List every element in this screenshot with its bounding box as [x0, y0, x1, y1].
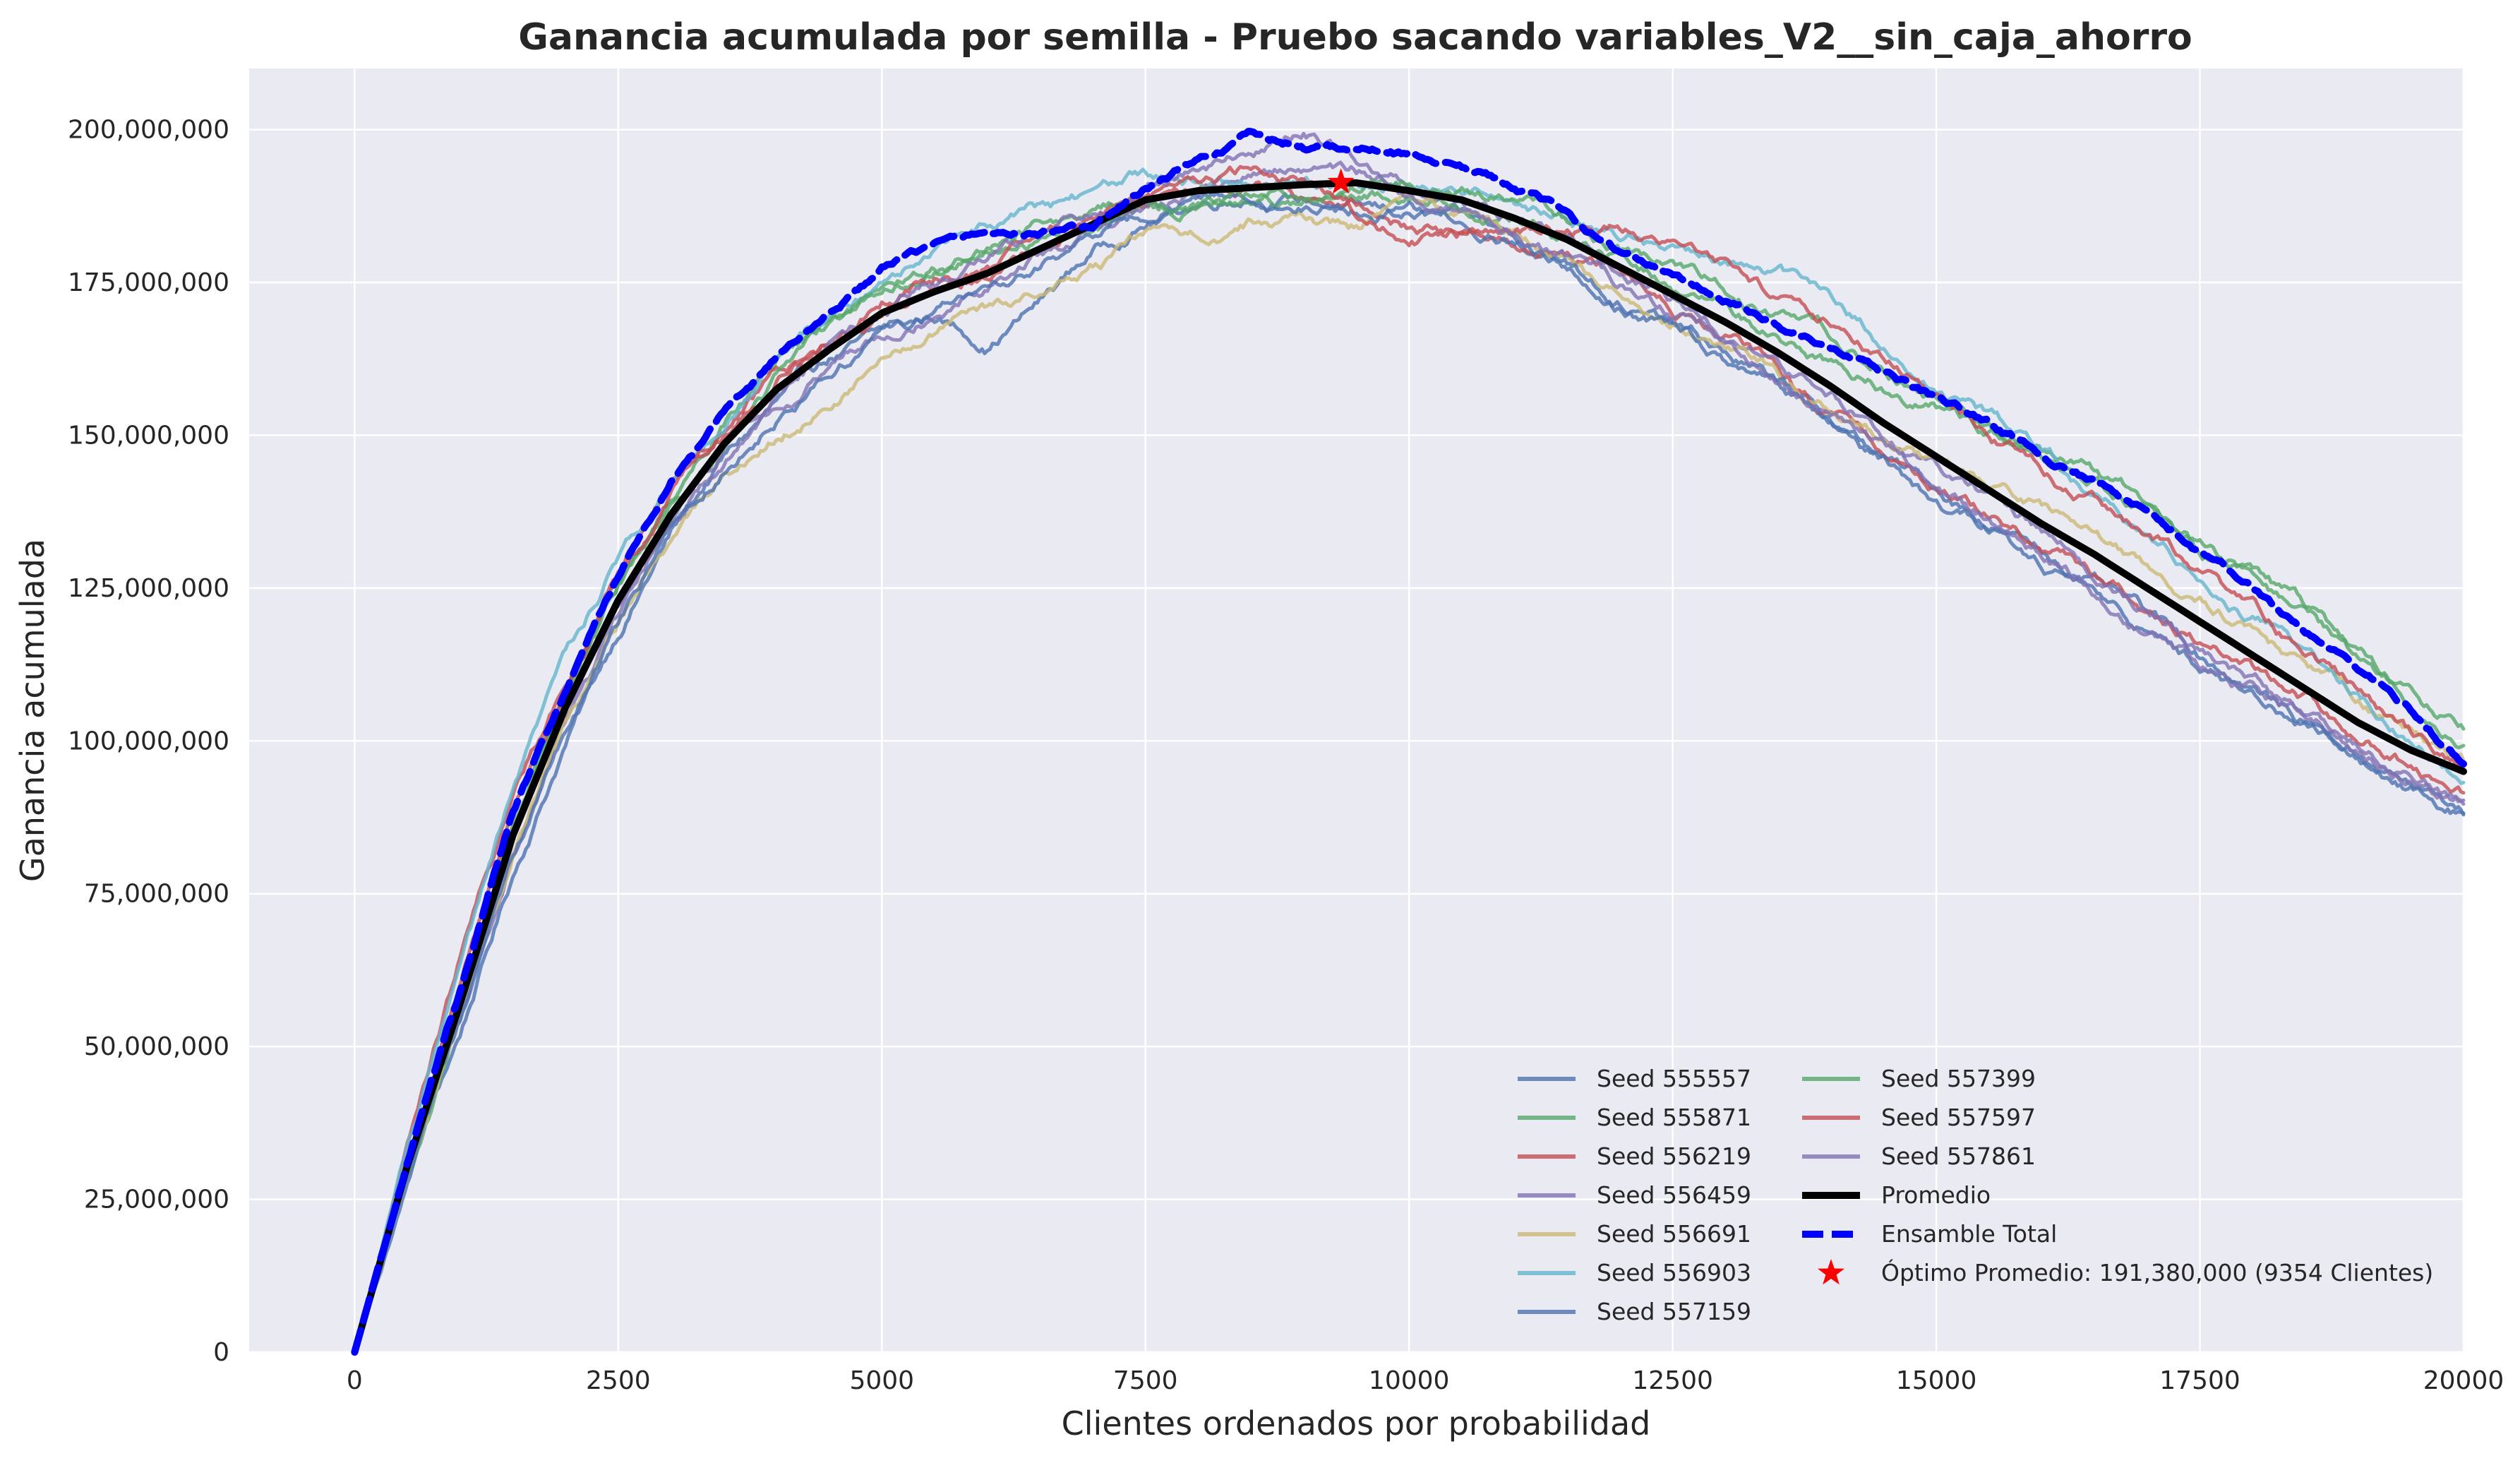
series-layer: [351, 128, 2467, 1356]
y-tick-label: 200,000,000: [68, 116, 229, 145]
y-axis-ticks: 0 25,000,000 50,000,000 75,000,000 100,000,0…: [68, 116, 229, 1367]
series-line-seed-557597: [352, 165, 2466, 1354]
legend-label-seed-555871: Seed 555871: [1597, 1104, 1751, 1131]
optimum-star-marker: [1327, 168, 1355, 194]
y-tick-label: 150,000,000: [68, 421, 229, 450]
x-axis-ticks: 0 2500 5000 7500 10000 12500 15000 17500 20000: [347, 1366, 2504, 1395]
legend-label-seed-556459: Seed 556459: [1597, 1181, 1751, 1209]
legend-label-promedio: Promedio: [1881, 1181, 1991, 1209]
legend-label-ensamble-total: Ensamble Total: [1881, 1220, 2057, 1248]
legend-label-seed-557399: Seed 557399: [1881, 1065, 2036, 1092]
series-line-ensamble-total: [351, 128, 2467, 1356]
x-tick-label: 20000: [2423, 1366, 2504, 1395]
legend-swatch-optimum-star: [1818, 1259, 1844, 1285]
y-tick-label: 100,000,000: [68, 727, 229, 756]
legend-label-seed-556691: Seed 556691: [1597, 1220, 1751, 1248]
y-tick-label: 125,000,000: [68, 574, 229, 603]
legend-label-seed-556219: Seed 556219: [1597, 1142, 1751, 1170]
legend-label-optimum: Óptimo Promedio: 191,380,000 (9354 Clien…: [1881, 1258, 2433, 1286]
x-tick-label: 0: [347, 1366, 363, 1395]
legend-label-seed-557861: Seed 557861: [1881, 1142, 2036, 1170]
x-tick-label: 2500: [586, 1366, 651, 1395]
y-axis-label: Ganancia acumulada: [13, 539, 52, 882]
marker-layer: [1327, 168, 1355, 194]
x-tick-label: 7500: [1113, 1366, 1178, 1395]
legend: Seed 555557 Seed 555871 Seed 556219 Seed 55…: [1518, 1065, 2433, 1325]
y-tick-label: 25,000,000: [84, 1186, 229, 1214]
series-line-seed-556219: [352, 180, 2466, 1354]
legend-label-seed-557159: Seed 557159: [1597, 1298, 1751, 1325]
x-tick-label: 5000: [849, 1366, 914, 1395]
series-line-promedio: [351, 179, 2467, 1356]
y-tick-label: 0: [213, 1338, 229, 1367]
y-tick-label: 50,000,000: [84, 1032, 229, 1061]
x-axis-label: Clientes ordenados por probabilidad: [1062, 1404, 1651, 1443]
x-tick-label: 15000: [1896, 1366, 1977, 1395]
legend-label-seed-556903: Seed 556903: [1597, 1259, 1751, 1286]
x-tick-label: 17500: [2159, 1366, 2240, 1395]
x-tick-label: 10000: [1369, 1366, 1450, 1395]
y-tick-label: 75,000,000: [84, 880, 229, 909]
series-line-seed-555557: [352, 192, 2466, 1354]
x-tick-label: 12500: [1632, 1366, 1713, 1395]
series-line-seed-557159: [352, 191, 2466, 1354]
chart-title: Ganancia acumulada por semilla - Pruebo …: [518, 16, 2192, 59]
legend-label-seed-555557: Seed 555557: [1597, 1065, 1751, 1092]
legend-label-seed-557597: Seed 557597: [1881, 1104, 2036, 1131]
y-tick-label: 175,000,000: [68, 268, 229, 297]
